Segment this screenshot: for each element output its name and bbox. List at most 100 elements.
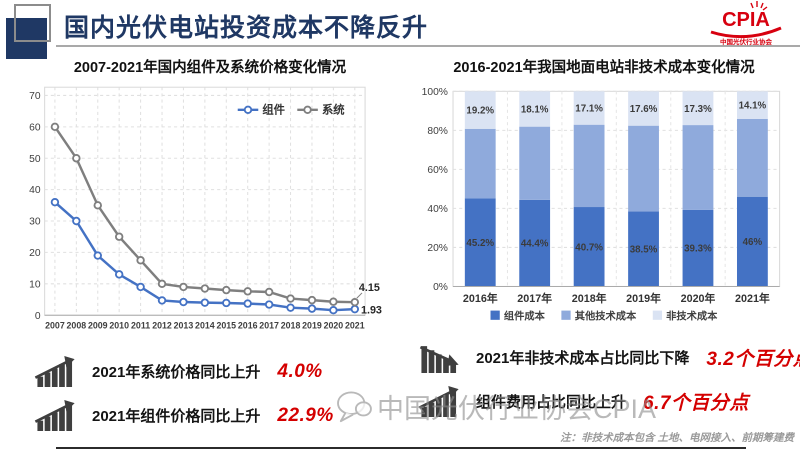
segment-label: 45.2%: [466, 238, 494, 249]
cpia-logo-text: CPIA: [722, 9, 770, 31]
annotation-value: 3.2个百分点: [706, 348, 800, 370]
data-point: [136, 282, 145, 292]
header-divider: [56, 45, 800, 47]
category-label: 2021年: [735, 292, 770, 305]
system-price-annotation: 2021年系统价格同比上升 4.0%: [34, 356, 400, 388]
svg-text:2020: 2020: [324, 321, 344, 331]
svg-text:2019: 2019: [302, 321, 322, 331]
right-panel: 2016-2021年我国地面电站非技术成本变化情况 0% 20% 40% 60% 80%…: [414, 52, 800, 417]
annotation-text: 2021年组件价格同比上升: [92, 408, 261, 426]
svg-text:80%: 80%: [427, 126, 448, 137]
svg-text:2012: 2012: [152, 321, 172, 331]
bar-segment: [628, 91, 659, 126]
legend-label: 组件: [262, 103, 285, 117]
svg-text:40%: 40%: [427, 204, 448, 215]
svg-text:2011: 2011: [131, 321, 150, 331]
bar-segment: [519, 126, 551, 200]
legend-label: 其他技术成本: [575, 309, 637, 322]
bar-segment: [573, 124, 605, 208]
data-point: [350, 304, 360, 314]
svg-text:2021: 2021: [345, 321, 365, 331]
data-point: [307, 295, 317, 305]
segment-label: 17.3%: [684, 104, 712, 115]
segment-label: 17.6%: [630, 104, 658, 115]
data-point: [307, 304, 317, 313]
footnote: 注：非技术成本包含 土地、电网接入、前期筹建费: [560, 432, 794, 444]
svg-text:2010: 2010: [109, 321, 129, 331]
bar-chart-title: 2016-2021年我国地面电站非技术成本变化情况: [453, 60, 755, 76]
data-point: [200, 284, 210, 293]
end-label: 4.15: [359, 282, 380, 294]
svg-text:0%: 0%: [433, 282, 448, 293]
bar-segment: [464, 198, 496, 287]
nontech-cost-stacked-bar-chart: 0% 20% 40% 60% 80% 100% 45.2% 19.2% 2016年 44.4% 18…: [422, 87, 781, 322]
rising-bar-chart-icon: [34, 356, 76, 388]
left-panel: 2007-2021年国内组件及系统价格变化情况 0 10 20 30 40 50 60 70 2…: [20, 52, 400, 432]
bar-segment: [736, 196, 768, 287]
segment-label: 40.7%: [575, 242, 603, 253]
cpia-logo-subtext: 中国光伏行业协会: [720, 37, 773, 46]
bar-segment: [628, 125, 659, 212]
header-accent-square: [6, 18, 47, 59]
svg-text:70: 70: [29, 91, 41, 102]
segment-label: 38.5%: [630, 244, 658, 255]
bar-segment: [682, 91, 714, 126]
data-point: [50, 197, 60, 207]
data-point: [350, 297, 360, 307]
svg-text:2016: 2016: [238, 321, 258, 331]
bar-segment: [682, 125, 714, 210]
svg-text:2013: 2013: [174, 321, 194, 331]
svg-text:2015: 2015: [216, 321, 236, 331]
line-chart-title: 2007-2021年国内组件及系统价格变化情况: [73, 60, 347, 76]
segment-label: 39.3%: [684, 244, 712, 255]
svg-text:20: 20: [29, 248, 41, 259]
data-point: [286, 303, 295, 312]
svg-text:2017: 2017: [259, 321, 279, 331]
annotation-text: 2021年非技术成本占比同比下降: [476, 349, 690, 367]
bar-segment: [573, 91, 605, 125]
end-label: 1.93: [361, 304, 382, 316]
annotation-value: 6.7个百分点: [643, 392, 749, 414]
segment-label: 19.2%: [466, 106, 494, 117]
category-label: 2019年: [626, 292, 661, 305]
module-cost-share-annotation: 组件费用占比同比上升 6.7个百分点: [418, 385, 794, 417]
data-point: [114, 232, 124, 241]
svg-text:2007: 2007: [45, 321, 65, 331]
left-annotations: 2021年系统价格同比上升 4.0% 2021年组件价格同比上升 22.9%: [20, 356, 400, 432]
bar-segment: [573, 207, 605, 287]
bar-segment: [519, 199, 551, 287]
data-point: [286, 294, 295, 303]
svg-text:60%: 60%: [427, 165, 448, 176]
annotation-value: 4.0%: [277, 360, 323, 382]
annotation-text: 组件费用占比同比上升: [476, 393, 627, 411]
data-point: [243, 299, 252, 308]
bottom-divider: [56, 447, 746, 449]
legend-label: 组件成本: [504, 309, 546, 322]
segment-label: 46%: [743, 237, 763, 248]
svg-text:20%: 20%: [427, 243, 448, 254]
right-annotations: 2021年非技术成本占比同比下降 3.2个百分点 组件费用占比同比上升 6.7个…: [414, 342, 800, 417]
data-point: [114, 270, 124, 279]
data-point: [243, 287, 252, 296]
svg-text:40: 40: [29, 185, 41, 196]
category-label: 2020年: [681, 292, 716, 305]
svg-text:50: 50: [29, 154, 41, 165]
nontech-cost-annotation: 2021年非技术成本占比同比下降 3.2个百分点: [418, 342, 800, 373]
annotation-text: 2021年系统价格同比上升: [92, 364, 261, 382]
category-label: 2018年: [572, 292, 607, 305]
svg-text:30: 30: [29, 217, 41, 228]
header-outline-square: [14, 4, 51, 42]
watermark-text: 中国光伏行业协会CPIA: [377, 394, 657, 424]
cpia-logo: CPIA 中国光伏行业协会: [710, 1, 782, 46]
svg-text:0: 0: [35, 311, 41, 322]
data-point: [222, 285, 231, 295]
data-point: [136, 256, 145, 265]
bar-segment: [519, 91, 551, 127]
chat-bubble-icon: [337, 390, 372, 422]
category-label: 2017年: [517, 292, 552, 305]
segment-label: 14.1%: [739, 101, 767, 112]
bar-segment: [736, 91, 768, 119]
svg-text:10: 10: [29, 279, 41, 290]
bar-segment: [736, 118, 768, 197]
